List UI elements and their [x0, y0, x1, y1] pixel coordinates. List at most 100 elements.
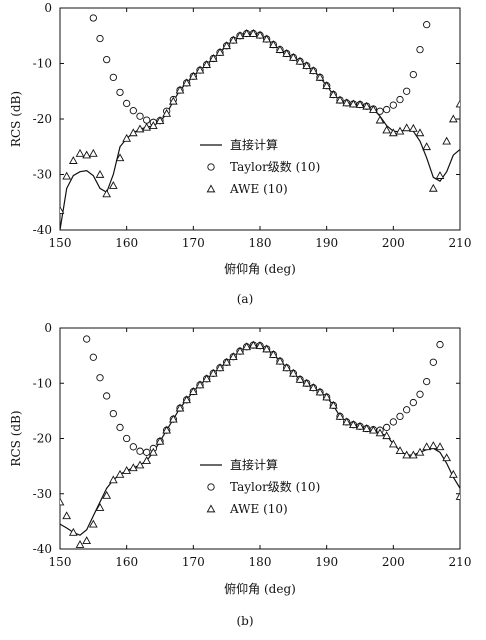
x-tick-label: 180 [249, 555, 272, 569]
taylor-point [403, 87, 411, 95]
taylor-point [136, 112, 144, 120]
awe-point [428, 183, 438, 192]
x-tick-label: 160 [115, 555, 138, 569]
legend-label: Taylor级数 (10) [230, 159, 320, 174]
awe-point [408, 123, 418, 132]
awe-point [275, 356, 285, 365]
awe-point [428, 441, 438, 450]
awe-point [268, 40, 278, 48]
taylor-point [123, 99, 131, 108]
awe-point [288, 52, 298, 61]
x-tick-label: 200 [382, 555, 405, 569]
awe-point [335, 95, 345, 104]
awe-point [122, 466, 132, 474]
awe-point [435, 442, 445, 451]
taylor-point [423, 377, 431, 386]
awe-point [82, 536, 92, 545]
awe-point [382, 125, 392, 134]
awe-point [148, 447, 158, 456]
chart-panel-a: 150 160 170 180 190 200 210 0 -10 -20 -30 -40 俯仰角 (d… [9, 1, 471, 306]
awe-point [355, 421, 365, 430]
awe-point [135, 124, 145, 133]
awe-point [422, 442, 432, 451]
awe-point [308, 66, 318, 75]
awe-point [362, 424, 372, 432]
taylor-point [429, 358, 437, 366]
x-tick-label: 210 [449, 555, 472, 569]
awe-point [355, 100, 365, 108]
legend-triangle-symbol [206, 184, 216, 193]
taylor-point [389, 101, 397, 109]
taylor-point [376, 107, 384, 115]
awe-point [315, 72, 325, 81]
awe-point [215, 363, 225, 372]
awe-point [68, 527, 78, 536]
awe-point [188, 71, 198, 80]
legend-circle-symbol [207, 163, 215, 171]
awe-point [75, 540, 85, 548]
panel-caption: (b) [236, 614, 253, 628]
y-tick-label: 0 [44, 321, 52, 335]
awe-point [388, 128, 398, 137]
awe-point [388, 439, 398, 448]
awe-point [368, 105, 378, 113]
awe-point [228, 35, 238, 44]
y-tick-label: -10 [33, 376, 52, 390]
awe-point [282, 363, 292, 372]
data-layer [60, 335, 460, 548]
awe-point [308, 383, 318, 391]
panel-caption: (a) [237, 292, 254, 306]
taylor-point [116, 88, 124, 97]
awe-point [328, 90, 338, 98]
awe-point [368, 425, 378, 434]
awe-point [75, 148, 85, 157]
legend-label: 直接计算 [230, 457, 278, 472]
awe-point [242, 342, 252, 351]
awe-point [95, 169, 105, 178]
awe-point [88, 519, 98, 528]
legend: 直接计算 Taylor级数 (10) AWE (10) [200, 457, 320, 516]
awe-point [60, 206, 65, 214]
y-tick-label: -40 [33, 223, 52, 237]
awe-point [108, 181, 118, 189]
awe-point [455, 491, 460, 500]
awe-point [155, 116, 165, 124]
awe-point [60, 497, 65, 506]
taylor-point [389, 418, 397, 426]
awe-point [208, 53, 218, 62]
plot-frame [59, 7, 461, 231]
awe-point [442, 453, 452, 462]
x-tick-label: 190 [315, 555, 338, 569]
awe-point [375, 115, 385, 124]
awe-point [115, 469, 125, 478]
taylor-point [129, 107, 137, 115]
taylor-point [129, 443, 137, 451]
awe-point [235, 31, 245, 40]
awe-point [122, 133, 132, 142]
awe-point [175, 403, 185, 412]
awe-point [288, 368, 298, 377]
awe-point [302, 61, 312, 70]
awe-point [95, 503, 105, 511]
awe-point [415, 447, 425, 456]
awe-point [168, 96, 178, 105]
awe-point [82, 150, 92, 159]
y-axis-label: RCS (dB) [9, 91, 23, 147]
x-tick-label: 160 [115, 236, 138, 250]
awe-point [102, 189, 112, 198]
awe-point [322, 392, 332, 401]
taylor-point [83, 335, 91, 343]
awe-point [395, 126, 405, 135]
taylor-point [416, 390, 424, 398]
awe-point [182, 395, 192, 404]
awe-point [422, 142, 432, 151]
taylor-point [109, 73, 117, 82]
legend-label: AWE (10) [229, 182, 288, 196]
y-tick-label: -20 [33, 112, 52, 126]
taylor-point [383, 105, 391, 114]
awe-point [195, 65, 205, 74]
awe-point [382, 431, 392, 440]
taylor-point [396, 412, 404, 421]
y-tick-label: -20 [33, 432, 52, 446]
